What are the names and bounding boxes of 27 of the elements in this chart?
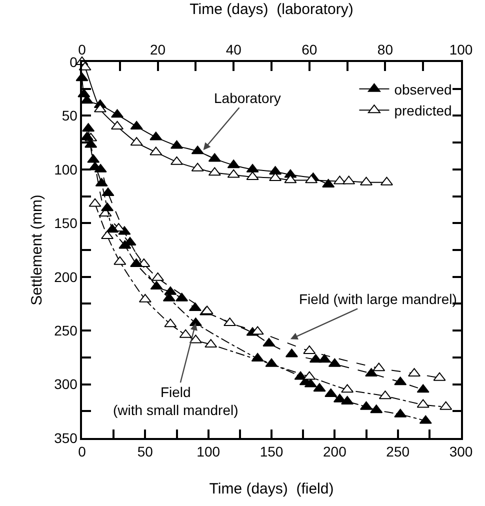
- y-tick-label: 200: [54, 268, 78, 285]
- x-tick-label: 250: [386, 444, 410, 460]
- legend-label: observed: [394, 81, 452, 98]
- y-tick-label: 100: [54, 161, 78, 178]
- x-tick-label: 100: [196, 444, 220, 460]
- x-tick-label: 300: [449, 444, 473, 460]
- y-tick-label: 350: [54, 430, 78, 446]
- annotation: Field (with small mandrel): [113, 384, 238, 418]
- x2-tick-label: 20: [150, 42, 166, 58]
- x2-tick-label: 40: [226, 42, 242, 58]
- x-tick-label: 150: [260, 444, 284, 460]
- x-tick-label: 50: [137, 444, 154, 460]
- x-tick-label: 200: [322, 444, 347, 460]
- x2-axis-title: Time (days) (laboratory): [190, 1, 354, 18]
- x2-tick-label: 100: [449, 42, 473, 58]
- x2-tick-label: 80: [377, 42, 394, 58]
- x2-tick-label: 60: [302, 42, 318, 58]
- annotation: Laboratory: [214, 90, 281, 106]
- y-tick-label: 150: [54, 215, 78, 232]
- annotation: Field (with large mandrel): [299, 291, 457, 307]
- y-tick-label: 300: [54, 376, 78, 392]
- x-axis-title: Time (days) (field): [209, 480, 334, 498]
- y-tick-label: 250: [54, 322, 78, 338]
- legend-label: predicted: [394, 102, 452, 119]
- y-tick-label: 0: [70, 54, 78, 70]
- y-tick-label: 50: [62, 108, 78, 124]
- y-axis-title: Settlement (mm): [28, 194, 46, 306]
